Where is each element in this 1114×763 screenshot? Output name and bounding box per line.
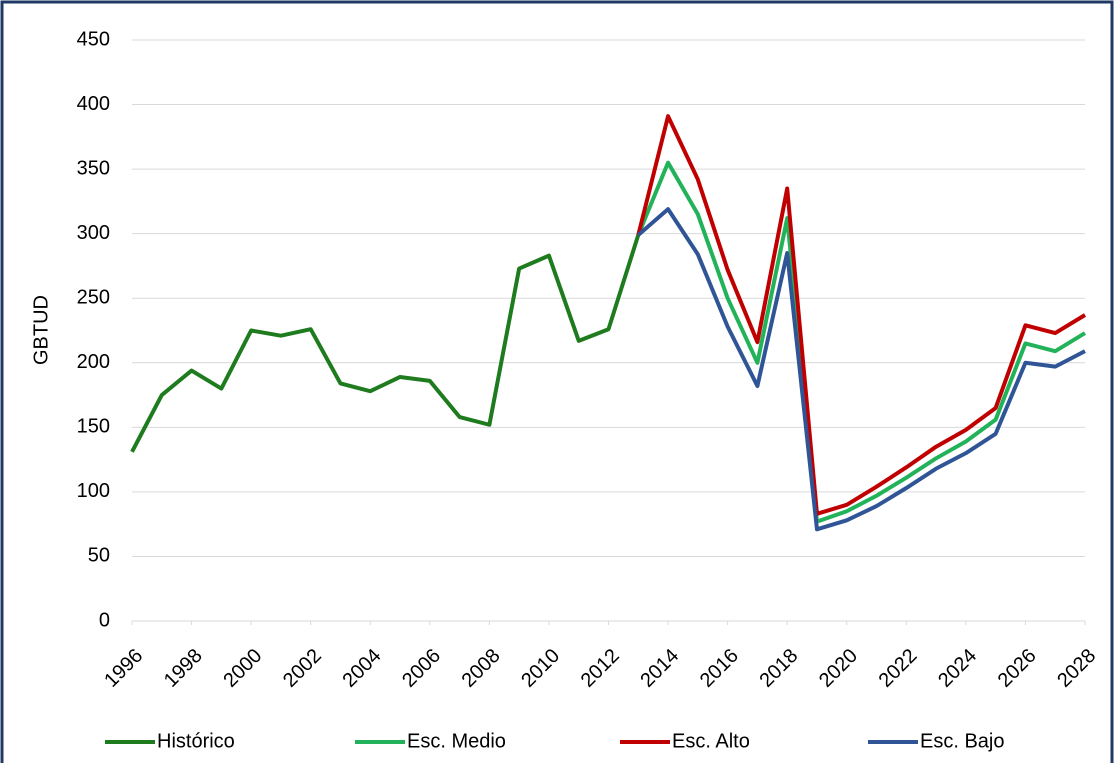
- y-tick-label: 400: [77, 93, 110, 115]
- y-tick-label: 0: [99, 609, 110, 631]
- series-line: [636, 207, 1086, 532]
- x-tick-label: 2024: [934, 645, 981, 692]
- y-tick-label: 350: [77, 157, 110, 179]
- legend-label: Esc. Medio: [407, 730, 506, 752]
- x-tick-label: 1996: [100, 645, 147, 692]
- legend-label: Esc. Alto: [672, 730, 750, 752]
- y-tick-label: 100: [77, 480, 110, 502]
- x-tick-label: 2026: [994, 645, 1041, 692]
- series-line: [636, 160, 1087, 524]
- x-tick-label: 2020: [815, 645, 862, 692]
- x-tick-label: 2010: [517, 645, 564, 692]
- legend-label: Histórico: [157, 730, 235, 752]
- x-tick-label: 2002: [279, 645, 326, 692]
- x-tick-label: 2028: [1053, 645, 1100, 692]
- x-tick-label: 1998: [160, 645, 207, 692]
- x-tick-label: 2012: [577, 645, 624, 692]
- x-tick-label: 2016: [696, 645, 743, 692]
- x-tick-label: 2018: [755, 645, 802, 692]
- x-tick-label: 2000: [219, 645, 266, 692]
- x-tick-label: 2014: [636, 645, 683, 692]
- y-tick-label: 150: [77, 416, 110, 438]
- series-line: [130, 234, 641, 453]
- legend-label: Esc. Bajo: [920, 730, 1004, 752]
- y-tick-label: 250: [77, 287, 110, 309]
- y-tick-label: 200: [77, 351, 110, 373]
- x-tick-label: 2008: [458, 645, 505, 692]
- y-tick-label: 450: [77, 28, 110, 50]
- x-tick-label: 2006: [398, 645, 445, 692]
- series-line: [636, 114, 1087, 516]
- y-tick-label: 50: [88, 545, 110, 567]
- y-axis-label: GBTUD: [30, 295, 52, 365]
- x-tick-label: 2004: [338, 645, 385, 692]
- x-tick-label: 2022: [875, 645, 922, 692]
- y-tick-label: 300: [77, 222, 110, 244]
